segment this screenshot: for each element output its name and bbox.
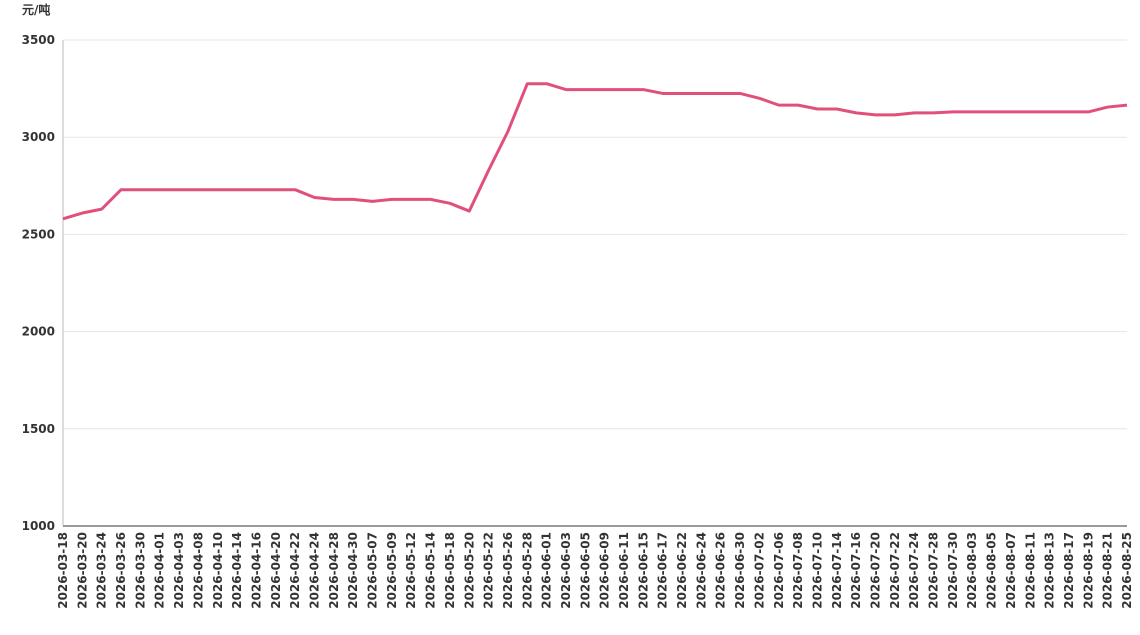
x-tick-label: 2026-06-26: [714, 532, 728, 609]
x-tick-label: 2026-03-26: [114, 532, 128, 609]
x-tick-label: 2026-06-09: [598, 532, 612, 609]
x-tick-label: 2026-07-20: [869, 532, 883, 609]
x-tick-label: 2026-08-05: [985, 532, 999, 609]
x-tick-label: 2026-06-11: [617, 532, 631, 609]
x-tick-label: 2026-04-30: [346, 532, 360, 609]
x-tick-label: 2026-06-24: [694, 532, 708, 609]
x-tick-label: 2026-05-14: [424, 532, 438, 609]
x-tick-label: 2026-05-09: [385, 532, 399, 609]
x-tick-label: 2026-08-19: [1081, 532, 1095, 609]
y-tick-label: 2500: [22, 227, 55, 241]
x-tick-label: 2026-05-07: [366, 532, 380, 609]
y-tick-label: 1500: [22, 422, 55, 436]
x-tick-label: 2026-05-18: [443, 532, 457, 609]
x-tick-label: 2026-08-21: [1101, 532, 1115, 609]
x-tick-label: 2026-06-22: [675, 532, 689, 609]
x-tick-label: 2026-07-02: [752, 532, 766, 609]
x-tick-label: 2026-07-10: [810, 532, 824, 609]
x-tick-label: 2026-04-22: [288, 532, 302, 609]
x-tick-label: 2026-05-12: [404, 532, 418, 609]
y-tick-label: 1000: [22, 519, 55, 533]
x-tick-label: 2026-06-03: [559, 532, 573, 609]
x-tick-label: 2026-06-05: [578, 532, 592, 609]
x-tick-label: 2026-03-24: [95, 532, 109, 609]
x-tick-label: 2026-07-28: [927, 532, 941, 609]
x-tick-label: 2026-07-16: [849, 532, 863, 609]
x-tick-label: 2026-06-15: [636, 532, 650, 609]
x-tick-label: 2026-08-11: [1023, 532, 1037, 609]
x-tick-label: 2026-04-03: [172, 532, 186, 609]
x-tick-label: 2026-05-26: [501, 532, 515, 609]
line: [62, 82, 1128, 221]
x-tick-label: 2026-08-03: [965, 532, 979, 609]
x-tick-label: 2026-07-08: [791, 532, 805, 609]
x-tick-label: 2026-07-24: [907, 532, 921, 609]
x-tick-label: 2026-06-01: [540, 532, 554, 609]
y-axis-label: 元/吨: [22, 2, 50, 17]
x-tick-label: 2026-07-30: [946, 532, 960, 609]
x-tick-label: 2026-07-22: [888, 532, 902, 609]
x-tick-label: 2026-04-14: [230, 532, 244, 609]
x-tick-label: 2026-03-30: [133, 532, 147, 609]
x-tick-label: 2026-05-20: [462, 532, 476, 609]
y-tick-label: 3000: [22, 130, 55, 144]
x-tick-label: 2026-08-17: [1062, 532, 1076, 609]
x-tick-label: 2026-03-18: [56, 532, 70, 609]
x-tick-label: 2026-04-24: [307, 532, 321, 609]
x-tick-label: 2026-07-14: [830, 532, 844, 609]
y-tick-label: 2000: [22, 325, 55, 339]
x-tick-label: 2026-06-17: [656, 532, 670, 609]
x-tick-label: 2026-03-20: [75, 532, 89, 609]
x-tick-label: 2026-04-01: [153, 532, 167, 609]
x-tick-label: 2026-08-13: [1043, 532, 1057, 609]
y-tick-label: 3500: [22, 33, 55, 47]
x-tick-label: 2026-08-25: [1120, 532, 1134, 609]
x-tick-label: 2026-05-22: [482, 532, 496, 609]
x-tick-label: 2026-04-16: [249, 532, 263, 609]
x-tick-label: 2026-06-30: [733, 532, 747, 609]
x-tick-label: 2026-04-10: [211, 532, 225, 609]
x-tick-label: 2026-08-07: [1004, 532, 1018, 609]
x-tick-label: 2026-04-28: [327, 532, 341, 609]
x-tick-label: 2026-05-28: [520, 532, 534, 609]
x-tick-label: 2026-04-08: [191, 532, 205, 609]
x-tick-label: 2026-04-20: [269, 532, 283, 609]
x-tick-label: 2026-07-06: [772, 532, 786, 609]
